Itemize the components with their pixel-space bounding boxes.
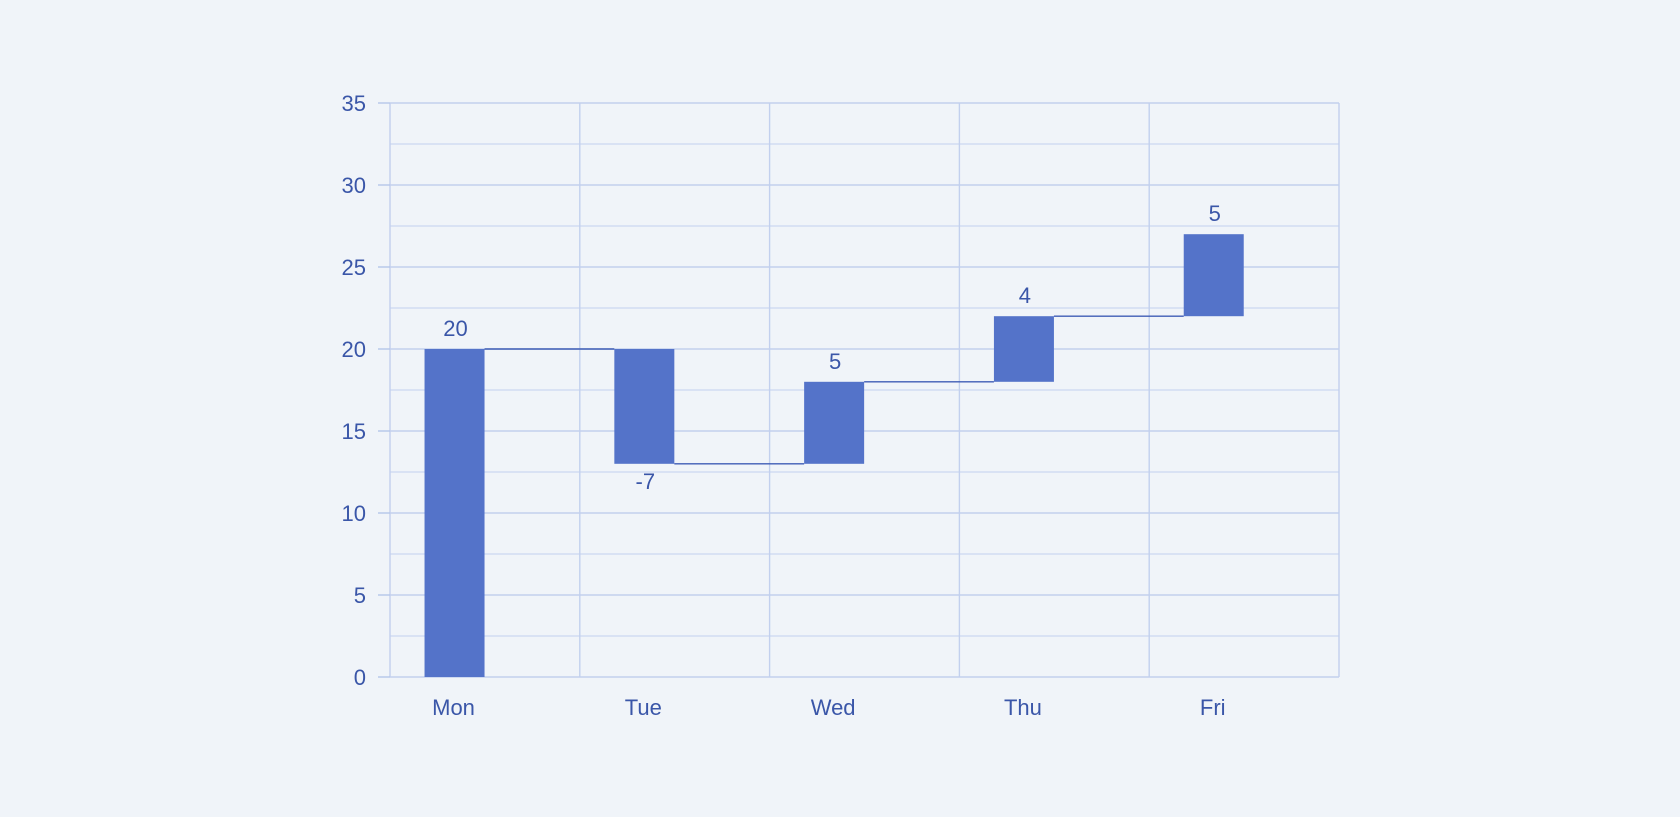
waterfall-bar (614, 349, 675, 464)
axis-layer: 0 5 10 15 20 25 30 35 Mon Tue Wed Thu Fri (342, 91, 1226, 720)
y-tick-label: 35 (342, 91, 366, 116)
x-tick-label: Fri (1200, 695, 1226, 720)
x-tick-label: Tue (625, 695, 662, 720)
x-tick-label: Mon (432, 695, 475, 720)
y-tick-label: 10 (342, 501, 366, 526)
x-tick-label: Wed (811, 695, 856, 720)
y-tick-label: 5 (354, 583, 366, 608)
label-layer: 20 -7 5 4 5 (443, 201, 1221, 494)
grid-layer (389, 102, 1340, 678)
bar-value-label: -7 (636, 469, 656, 494)
y-tick-label: 25 (342, 255, 366, 280)
y-tick-label: 0 (354, 665, 366, 690)
y-tick-label: 30 (342, 173, 366, 198)
waterfall-bar (993, 316, 1054, 382)
bar-value-label: 20 (443, 316, 467, 341)
waterfall-bar (804, 381, 865, 464)
connector-layer (484, 315, 1184, 465)
waterfall-bar (1183, 234, 1244, 317)
y-tick-label: 15 (342, 419, 366, 444)
bar-value-label: 5 (1209, 201, 1221, 226)
bar-layer (424, 234, 1244, 677)
x-tick-label: Thu (1004, 695, 1042, 720)
bar-value-label: 5 (829, 349, 841, 374)
waterfall-bar (424, 349, 485, 677)
y-tick-label: 20 (342, 337, 366, 362)
bar-value-label: 4 (1019, 283, 1031, 308)
